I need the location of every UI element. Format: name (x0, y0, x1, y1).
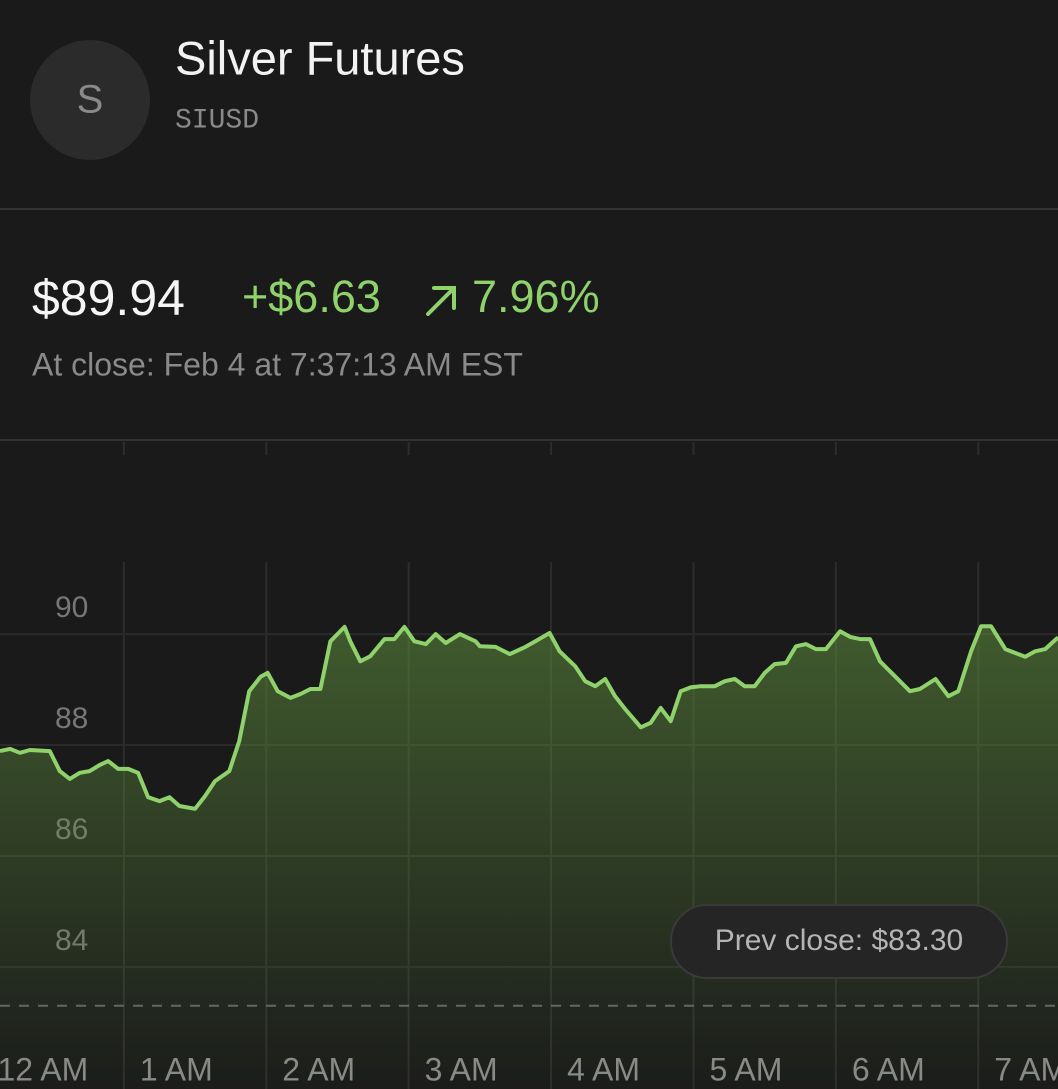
y-tick-label: 88 (55, 702, 88, 735)
prev-close-label: Prev close: $83.30 (715, 924, 963, 957)
timestamp: At close: Feb 4 at 7:37:13 AM EST (32, 346, 523, 382)
arrow-shaft (426, 286, 456, 316)
avatar-letter: S (77, 78, 104, 122)
title: Silver Futures (175, 31, 465, 84)
symbol: SIUSD (175, 105, 259, 136)
price: $89.94 (32, 270, 185, 326)
y-tick-label: 90 (55, 591, 88, 624)
change-percent: 7.96% (472, 271, 600, 322)
arrow-head (432, 286, 456, 310)
chart: 12 AM1 AM2 AM3 AM4 AM5 AM6 AM7 AM8486889… (0, 442, 1058, 1089)
avatar (30, 40, 150, 160)
change: +$6.63 (242, 271, 381, 322)
prev-close-pill (670, 904, 1008, 979)
up-arrow-icon (426, 286, 456, 316)
price-line (0, 624, 1058, 811)
